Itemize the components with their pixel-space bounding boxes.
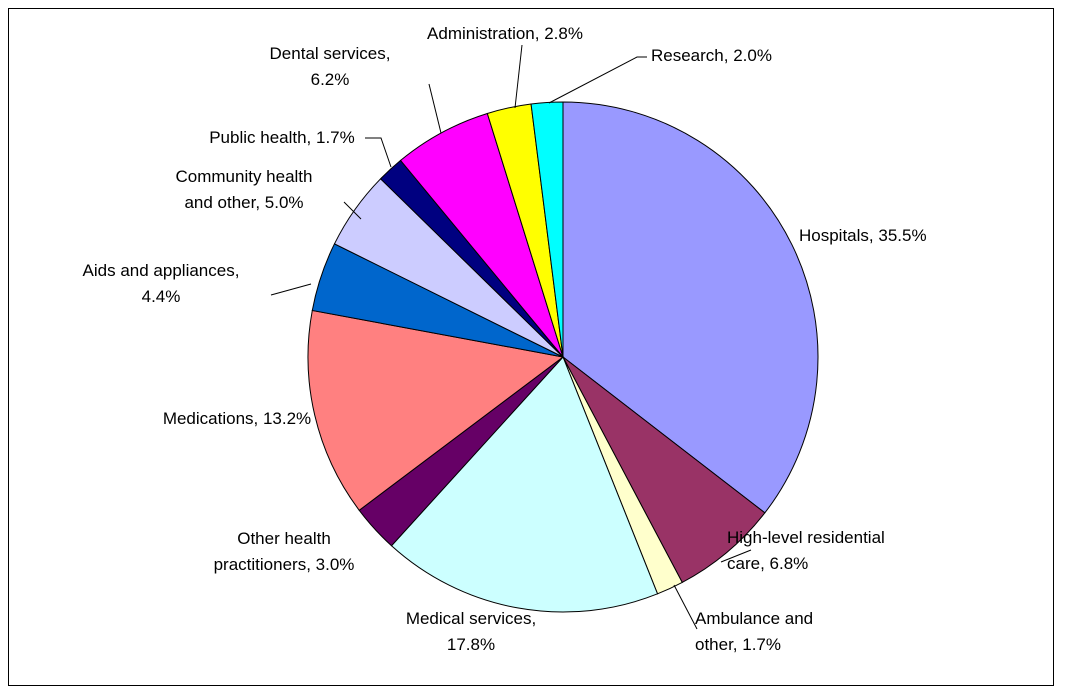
slice-label-line: Public health, 1.7% xyxy=(209,128,355,147)
leader-line-8 xyxy=(365,137,392,168)
slice-label-3: Medical services, 17.8% xyxy=(406,609,536,654)
leader-line-9 xyxy=(428,83,442,134)
slice-label-line: Medical services, xyxy=(406,609,536,628)
slice-label-1: High-level residential care, 6.8% xyxy=(727,528,885,573)
slice-label-line: other, 1.7% xyxy=(695,635,781,654)
slice-label-line: 4.4% xyxy=(142,287,181,306)
slice-label-line: Dental services, xyxy=(270,44,391,63)
slice-label-9: Dental services, 6.2% xyxy=(270,44,391,89)
pie-slice-3 xyxy=(390,356,659,613)
pie-slice-11 xyxy=(530,101,564,358)
slice-label-line: Aids and appliances, xyxy=(83,261,240,280)
slice-label-11: Research, 2.0% xyxy=(651,46,772,65)
pie-chart: Hospitals, 35.5% High-level residential ca… xyxy=(83,24,927,654)
leader-line-2 xyxy=(673,584,698,630)
slice-label-line: practitioners, 3.0% xyxy=(214,555,355,574)
leader-line-11 xyxy=(548,56,647,104)
pie-slice-1 xyxy=(562,356,766,584)
slice-label-line: Medications, 13.2% xyxy=(163,409,311,428)
slice-label-7: Community health and other, 5.0% xyxy=(175,167,312,212)
slice-label-0: Hospitals, 35.5% xyxy=(799,226,927,245)
slice-label-10: Administration, 2.8% xyxy=(427,24,583,43)
slice-label-line: Administration, 2.8% xyxy=(427,24,583,43)
leader-line-6 xyxy=(270,283,312,296)
slice-label-8: Public health, 1.7% xyxy=(209,128,355,147)
slice-label-line: Other health xyxy=(237,529,331,548)
slices-layer xyxy=(307,101,819,613)
slice-label-line: 6.2% xyxy=(311,70,350,89)
slice-label-line: Community health xyxy=(175,167,312,186)
slice-label-5: Medications, 13.2% xyxy=(163,409,311,428)
leader-line-10 xyxy=(514,44,523,109)
slice-label-4: Other health practitioners, 3.0% xyxy=(214,529,355,574)
leaders-layer xyxy=(270,44,752,630)
slice-label-line: Research, 2.0% xyxy=(651,46,772,65)
leader-line-1 xyxy=(720,549,752,563)
labels-layer: Hospitals, 35.5% High-level residential ca… xyxy=(83,24,927,654)
slice-label-6: Aids and appliances, 4.4% xyxy=(83,261,240,306)
slice-label-line: High-level residential xyxy=(727,528,885,547)
slice-label-line: 17.8% xyxy=(447,635,495,654)
leader-line-7 xyxy=(343,201,362,220)
slice-label-line: care, 6.8% xyxy=(727,554,808,573)
slice-label-line: Hospitals, 35.5% xyxy=(799,226,927,245)
pie-slice-5 xyxy=(307,309,565,512)
slice-label-line: Ambulance and xyxy=(695,609,813,628)
pie-slice-0 xyxy=(562,101,819,514)
slice-label-2: Ambulance and other, 1.7% xyxy=(695,609,813,654)
slice-label-line: and other, 5.0% xyxy=(184,193,303,212)
chart-frame: Hospitals, 35.5% High-level residential ca… xyxy=(8,8,1054,686)
